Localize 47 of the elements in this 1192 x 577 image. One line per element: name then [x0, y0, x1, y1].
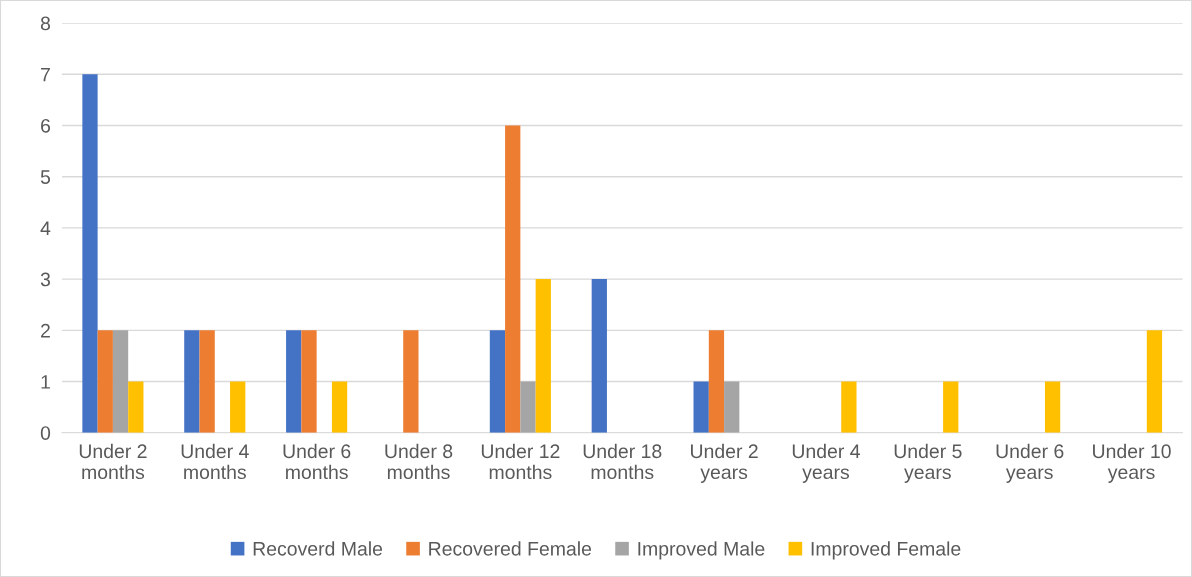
bar	[403, 330, 419, 433]
bar	[128, 381, 144, 433]
y-tick-label: 7	[41, 67, 50, 82]
bar	[535, 279, 551, 433]
legend-label: Improved Female	[811, 541, 961, 560]
x-tick-label: Under 4 months	[181, 443, 249, 480]
legend-label: Recovered Female	[429, 541, 592, 556]
bar	[97, 330, 113, 433]
legend-label: Improved Male	[638, 541, 765, 560]
bar	[505, 125, 521, 433]
x-tick-label: Under 10 years	[1093, 443, 1171, 483]
x-tick-label: Under 18 months	[583, 443, 662, 480]
x-tick-label: Under 6 months	[283, 443, 351, 480]
bar	[693, 381, 709, 433]
bar	[708, 330, 725, 433]
y-tick-label: 3	[40, 272, 51, 287]
bar	[286, 330, 302, 433]
bar	[301, 330, 317, 433]
bar	[230, 381, 246, 433]
y-tick-label: 8	[40, 16, 51, 31]
bar	[82, 74, 98, 433]
bar	[489, 330, 506, 433]
bar	[520, 381, 536, 433]
y-tick-label: 2	[41, 323, 50, 338]
y-tick-label: 4	[40, 221, 51, 235]
bar	[724, 381, 740, 433]
legend-label: Recoverd Male	[253, 541, 383, 556]
bar	[841, 381, 857, 433]
x-tick-label: Under 5 years	[894, 443, 962, 483]
bar	[591, 279, 607, 433]
x-tick-label: Under 6 years	[996, 443, 1064, 483]
y-tick-label: 0	[40, 426, 51, 440]
x-tick-label: Under 2 months	[79, 443, 147, 480]
x-tick-label: Under 2 years	[691, 443, 758, 483]
y-tick-label: 5	[40, 170, 51, 184]
bar	[1146, 330, 1163, 433]
y-tick-label: 1	[41, 375, 50, 389]
x-tick-label: Under 8 months	[385, 443, 453, 480]
bar	[331, 381, 348, 433]
x-tick-label: Under 4 years	[792, 443, 860, 483]
bar	[112, 330, 129, 433]
y-tick-label: 6	[41, 118, 51, 133]
bar	[1044, 381, 1061, 433]
x-tick-label: Under 12 months	[481, 443, 560, 480]
bar	[199, 330, 215, 433]
bar	[184, 330, 200, 433]
bar	[943, 381, 959, 433]
